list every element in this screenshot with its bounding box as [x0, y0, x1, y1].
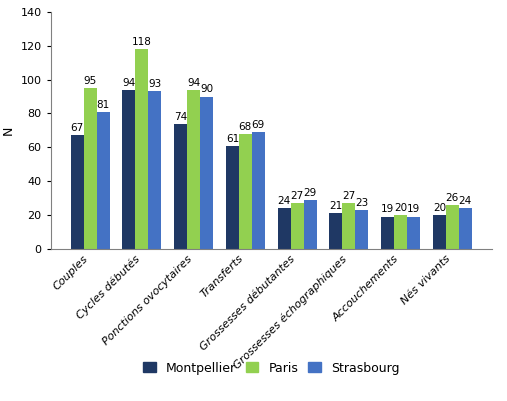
Text: 27: 27 — [342, 191, 355, 201]
Text: 19: 19 — [381, 205, 394, 215]
Text: 20: 20 — [394, 203, 407, 213]
Text: 27: 27 — [291, 191, 304, 201]
Text: 74: 74 — [174, 111, 187, 122]
Text: 24: 24 — [277, 196, 291, 206]
Bar — [149, 91, 161, 249]
Bar — [239, 134, 252, 249]
Text: 90: 90 — [200, 85, 213, 95]
Text: 95: 95 — [84, 76, 97, 86]
Bar — [123, 90, 135, 249]
Legend: Montpellier, Paris, Strasbourg: Montpellier, Paris, Strasbourg — [138, 356, 404, 380]
Bar — [200, 97, 213, 249]
Bar — [226, 146, 239, 249]
Bar — [459, 208, 472, 249]
Bar — [291, 203, 304, 249]
Bar — [97, 112, 110, 249]
Bar — [278, 208, 291, 249]
Text: 23: 23 — [355, 198, 369, 208]
Text: 81: 81 — [96, 100, 110, 110]
Text: 93: 93 — [148, 79, 161, 89]
Text: 94: 94 — [122, 78, 135, 88]
Text: 24: 24 — [459, 196, 472, 206]
Bar — [174, 124, 187, 249]
Bar — [84, 88, 97, 249]
Bar — [433, 215, 446, 249]
Text: 69: 69 — [251, 120, 265, 130]
Bar — [330, 213, 342, 249]
Text: 21: 21 — [329, 201, 343, 211]
Bar — [187, 90, 200, 249]
Bar — [355, 210, 368, 249]
Text: 67: 67 — [70, 124, 84, 134]
Text: 68: 68 — [239, 122, 252, 132]
Bar — [71, 136, 84, 249]
Bar — [446, 205, 459, 249]
Text: 61: 61 — [226, 134, 239, 144]
Text: 29: 29 — [303, 188, 317, 198]
Bar — [135, 49, 149, 249]
Bar — [304, 200, 316, 249]
Text: 20: 20 — [433, 203, 446, 213]
Bar — [381, 217, 394, 249]
Text: 26: 26 — [446, 192, 459, 203]
Bar — [394, 215, 407, 249]
Bar — [342, 203, 355, 249]
Bar — [407, 217, 420, 249]
Bar — [252, 132, 265, 249]
Text: 118: 118 — [132, 37, 152, 47]
Text: 94: 94 — [187, 78, 200, 88]
Y-axis label: N: N — [2, 126, 15, 135]
Text: 19: 19 — [407, 205, 420, 215]
